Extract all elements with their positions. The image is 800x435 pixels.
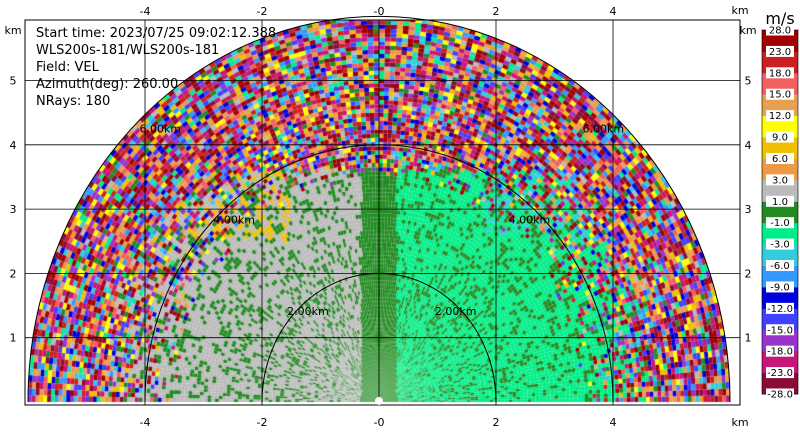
range-ring-label: 6.00km xyxy=(140,123,182,136)
info-azimuth: Azimuth(deg): 260.00 xyxy=(36,77,179,92)
range-ring-label: 6.00km xyxy=(582,123,624,136)
x-unit-bottom: km xyxy=(731,416,748,429)
colorbar-label: 9.0 xyxy=(772,133,788,144)
range-ring-label: 4.00km xyxy=(213,214,255,227)
colorbar-label-bg xyxy=(766,174,794,186)
colorbar-label: -28.0 xyxy=(767,390,793,401)
info-nrays: NRays: 180 xyxy=(36,94,111,109)
range-ring-label: 2.00km xyxy=(435,305,477,318)
colorbar-label: 15.0 xyxy=(769,90,791,101)
y-tick-label-right: 4 xyxy=(745,139,752,152)
x-tick-label-bottom: 2 xyxy=(493,416,500,429)
colorbar-label: 12.0 xyxy=(769,111,791,122)
x-tick-label-bottom: -0 xyxy=(374,416,385,429)
colorbar-label-bg xyxy=(766,260,794,272)
y-tick-label-right: 2 xyxy=(745,267,752,280)
colorbar-label: 1.0 xyxy=(772,197,788,208)
colorbar-label: -6.0 xyxy=(770,261,790,272)
x-tick-label-top: 2 xyxy=(493,5,500,18)
x-tick-label-top: -2 xyxy=(257,5,268,18)
colorbar-label: 6.0 xyxy=(772,154,788,165)
plot-frame xyxy=(24,19,741,406)
colorbar-label-bg xyxy=(766,302,794,314)
info-instrument: WLS200s-181/WLS200s-181 xyxy=(36,43,220,58)
y-unit-left: km xyxy=(4,24,21,37)
y-tick-label-left: 1 xyxy=(10,332,17,345)
colorbar-label-bg xyxy=(766,345,794,357)
radar-origin-marker xyxy=(375,397,383,405)
colorbar-label-bg xyxy=(766,67,794,79)
x-tick-label-bottom: 4 xyxy=(610,416,617,429)
velocity-field-image xyxy=(25,20,740,405)
x-tick-label-top: -4 xyxy=(140,5,151,18)
range-ring-label: 4.00km xyxy=(509,214,551,227)
colorbar-label: -12.0 xyxy=(767,304,793,315)
y-tick-label-right: 1 xyxy=(745,332,752,345)
colorbar-label-bg xyxy=(766,281,794,293)
colorbar-label-bg xyxy=(766,24,794,36)
colorbar-label-bg xyxy=(766,152,794,164)
range-ring xyxy=(261,272,497,403)
colorbar-label-bg xyxy=(766,388,794,400)
colorbar-label-bg xyxy=(766,88,794,100)
info-start-time: Start time: 2023/07/25 09:02:12.388 xyxy=(36,26,277,41)
colorbar-label-bg xyxy=(766,324,794,336)
colorbar-label-bg xyxy=(766,367,794,379)
colorbar-unit: m/s xyxy=(765,9,794,28)
colorbar-label: -3.0 xyxy=(770,240,790,251)
colorbar-label: -15.0 xyxy=(767,325,793,336)
info-field: Field: VEL xyxy=(36,60,99,75)
colorbar-label-bg xyxy=(766,195,794,207)
range-ring xyxy=(27,15,731,403)
colorbar-label: -18.0 xyxy=(767,347,793,358)
colorbar-label-bg xyxy=(766,131,794,143)
x-tick-label-bottom: -4 xyxy=(140,416,151,429)
y-tick-label-left: 2 xyxy=(10,267,17,280)
range-ring xyxy=(144,144,614,403)
colorbar-label: -23.0 xyxy=(767,368,793,379)
colorbar-label: 18.0 xyxy=(769,68,791,79)
colorbar-label-bg xyxy=(766,110,794,122)
x-tick-label-bottom: -2 xyxy=(257,416,268,429)
colorbar-label-bg xyxy=(766,238,794,250)
y-tick-label-left: 3 xyxy=(10,203,17,216)
y-tick-label-left: 5 xyxy=(10,75,17,88)
x-unit-top: km xyxy=(731,4,748,17)
colorbar-label: 3.0 xyxy=(772,175,788,186)
y-tick-label-right: 5 xyxy=(745,75,752,88)
colorbar-label-bg xyxy=(766,45,794,57)
y-tick-label-right: 3 xyxy=(745,203,752,216)
colorbar-label: -9.0 xyxy=(770,282,790,293)
colorbar-label: 28.0 xyxy=(769,26,791,37)
x-tick-label-top: -0 xyxy=(374,5,385,18)
y-tick-label-left: 4 xyxy=(10,139,17,152)
x-tick-label-top: 4 xyxy=(610,5,617,18)
colorbar-label: -1.0 xyxy=(770,218,790,229)
colorbar-label-bg xyxy=(766,217,794,229)
colorbar-label: 23.0 xyxy=(769,47,791,58)
range-ring-label: 2.00km xyxy=(287,305,329,318)
y-unit-right: km xyxy=(739,24,756,37)
